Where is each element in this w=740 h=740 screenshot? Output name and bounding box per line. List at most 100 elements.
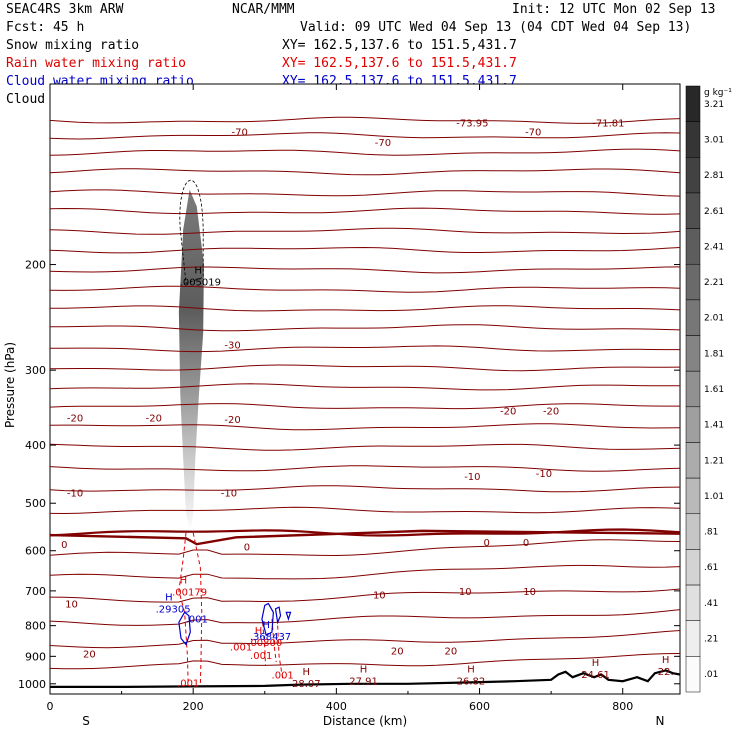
y-tick-label: 400 — [25, 439, 46, 452]
isotherm — [49, 266, 681, 274]
init-time: Init: 12 UTC Mon 02 Sep 13 — [512, 2, 716, 17]
isotherm — [49, 443, 681, 451]
isotherm — [49, 227, 681, 235]
cloud-ice-contour — [179, 179, 204, 284]
isotherm — [49, 423, 681, 431]
isotherm-label: 20 — [445, 646, 458, 657]
x-tick-label: 0 — [47, 700, 54, 713]
cloud-water-contour — [274, 606, 282, 625]
rain-label: .001 — [177, 678, 199, 689]
colorbar-label: 1.41 — [704, 421, 724, 431]
colorbar-label: 3.01 — [704, 135, 724, 145]
colorbar-swatch — [685, 263, 701, 301]
isotherm-label: -20 — [500, 406, 516, 417]
high-marker: H — [662, 655, 670, 666]
isotherm — [49, 653, 681, 670]
colorbar-label: 1.81 — [704, 349, 724, 359]
isotherm-label: -73.95 — [456, 119, 488, 130]
x-end-left: S — [82, 714, 90, 728]
cloud-water-contour — [178, 611, 191, 646]
rain-contours — [178, 532, 284, 686]
isotherm — [49, 189, 681, 197]
colorbar-swatch — [685, 85, 701, 122]
isotherm — [49, 528, 681, 537]
y-axis-label: Pressure (hPa) — [3, 342, 17, 428]
colorbar-unit: g kg⁻¹ — [704, 88, 732, 98]
colorbar-swatch — [685, 442, 701, 479]
isotherm-label: 0 — [61, 540, 67, 551]
y-tick-label: 800 — [25, 620, 46, 633]
isotherm — [50, 324, 681, 332]
terrain-profile — [50, 669, 681, 688]
x-tick-label: 200 — [183, 700, 204, 713]
isotherm — [50, 345, 680, 353]
isotherm-label: -20 — [146, 414, 162, 425]
rain-label: .001 — [272, 671, 294, 682]
colorbar-label: 1.61 — [704, 385, 724, 395]
rain-label: .001 — [250, 651, 272, 662]
isotherm — [49, 148, 681, 156]
colorbar-label: .21 — [704, 635, 718, 645]
freezing-level — [49, 529, 681, 546]
isotherm — [49, 485, 681, 493]
isotherm-label: -71.81 — [592, 119, 624, 130]
y-tick-label: 500 — [25, 497, 46, 510]
isotherm-label: -10 — [536, 469, 552, 480]
high-value: 26.82 — [457, 676, 486, 687]
colorbar-swatch — [685, 299, 701, 336]
isotherm — [49, 285, 681, 293]
colorbar-swatch — [685, 513, 701, 550]
isotherm — [49, 506, 681, 515]
isotherm — [49, 168, 681, 176]
isotherm-label: 0 — [523, 538, 529, 549]
cloud-high-marker: H — [263, 620, 271, 631]
isotherm-label: 0 — [244, 542, 250, 553]
colorbar-swatch — [685, 192, 701, 229]
colorbar-label: 2.61 — [704, 207, 724, 217]
y-tick-label: 900 — [25, 650, 46, 663]
colorbar-label: 2.81 — [704, 171, 724, 181]
isotherm — [49, 539, 681, 557]
isotherm — [49, 132, 681, 140]
colorbar-label: .01 — [704, 670, 718, 680]
colorbar-swatch — [685, 157, 701, 194]
cloud-max-label: .29305 — [156, 604, 191, 615]
colorbar-swatch — [685, 549, 701, 586]
snow-max-label: .005019 — [180, 277, 221, 288]
colorbar-label: .61 — [704, 563, 718, 573]
axes: 0 200 400 600 800200300400500600700800900100… — [18, 84, 680, 713]
rain-high-marker: H — [255, 626, 263, 637]
contour-labels: -70 -70 -70 -71.81 -73.95 -30 -20 -20 -20 -20 -20 -… — [61, 119, 674, 690]
high-value: 27.91 — [349, 676, 378, 687]
y-tick-label: 300 — [25, 364, 46, 377]
isotherm-label: 0 — [484, 538, 490, 549]
isotherm — [49, 207, 681, 215]
x-end-right: N — [656, 714, 665, 728]
isotherm-label: -10 — [464, 472, 480, 483]
colorbar-swatch — [685, 656, 701, 693]
colorbar-swatch — [685, 406, 701, 443]
colorbar-swatch — [685, 121, 701, 158]
field-label: Rain water mixing ratio — [6, 56, 186, 71]
isotherm-label: -20 — [67, 414, 83, 425]
cloud-water-contour — [285, 611, 292, 622]
rain-contour — [192, 532, 203, 686]
x-tick-label: 400 — [326, 700, 347, 713]
cloud-ice-contours — [179, 179, 204, 284]
cloud-water-contour — [261, 602, 274, 637]
isotherm-label: -20 — [543, 406, 559, 417]
isotherm — [49, 564, 681, 580]
y-tick-label: 1000 — [18, 678, 46, 691]
temperature-contours — [49, 116, 681, 670]
snow-high-marker: H — [194, 265, 202, 276]
isotherm-label: -10 — [221, 489, 237, 500]
terrain-line — [50, 669, 681, 688]
rain-contour — [178, 532, 189, 686]
x-axis-label: Distance (km) — [323, 714, 407, 728]
y-tick-label: 700 — [25, 585, 46, 598]
field-xy: XY= 162.5,137.6 to 151.5,431.7 — [282, 56, 517, 71]
colorbar-swatch — [685, 584, 701, 621]
isotherm-label: -70 — [232, 127, 248, 138]
isotherm — [49, 383, 681, 391]
